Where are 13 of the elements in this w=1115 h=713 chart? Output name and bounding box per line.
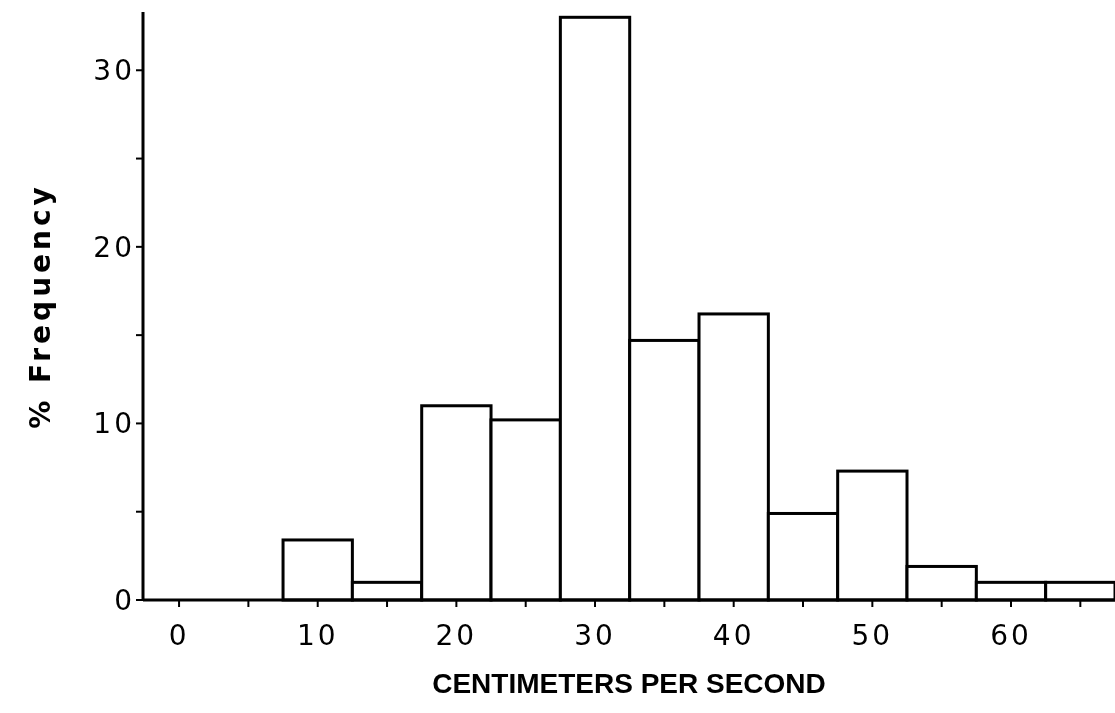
y-axis-title: % Frequency <box>24 183 57 429</box>
y-tick-label: 10 <box>93 407 135 441</box>
x-tick-label: 50 <box>851 619 894 652</box>
y-tick-label: 0 <box>114 583 135 617</box>
x-tick-label: 30 <box>574 619 616 652</box>
x-tick-label: 10 <box>296 619 339 652</box>
x-tick-label: 20 <box>435 619 478 652</box>
x-tick-label: 0 <box>168 619 190 652</box>
x-tick-label: 40 <box>712 619 755 652</box>
x-tick-label: 60 <box>990 619 1032 652</box>
y-tick-label: 20 <box>93 230 135 264</box>
y-tick-label: 30 <box>93 54 135 88</box>
x-axis-title: CENTIMETERS PER SECOND <box>432 668 826 699</box>
